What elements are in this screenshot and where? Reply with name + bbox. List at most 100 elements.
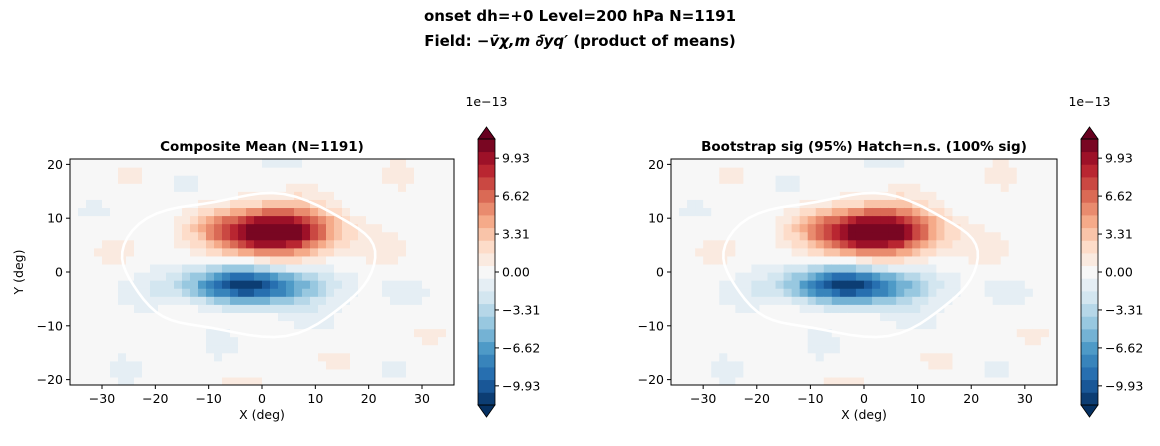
colorbar-tick-label: −9.93 [502, 378, 540, 393]
colorbar-tick-label: 3.31 [1105, 227, 1133, 242]
y-tick-label: −10 [37, 318, 63, 333]
colorbar-level [1081, 265, 1098, 279]
x-tick-label: 20 [361, 391, 377, 406]
significance-contour [722, 191, 980, 339]
x-tick-label: −30 [690, 391, 716, 406]
colorbar-exponent: 1e−13 [465, 94, 507, 109]
colorbar-tick-label: −3.31 [502, 302, 540, 317]
y-tick-label: 20 [648, 157, 664, 172]
colorbar-tick-label: 6.62 [1105, 189, 1133, 204]
colorbar-level [1081, 139, 1098, 153]
x-tick-label: −30 [89, 391, 115, 406]
x-tick-label: −20 [744, 391, 770, 406]
colorbar-level [478, 303, 495, 317]
colorbar-tick-label: 0.00 [1105, 265, 1133, 280]
colorbar-level [478, 227, 495, 241]
subtitle-prefix: Field: [424, 32, 477, 50]
x-axis-label: X (deg) [239, 407, 285, 422]
y-axis-label: Y (deg) [11, 250, 26, 296]
y-tick-label: −10 [638, 318, 664, 333]
y-tick-label: −20 [37, 372, 63, 387]
colorbar-tick-label: 9.93 [1105, 151, 1133, 166]
significance-contour [120, 191, 377, 339]
colorbar-level [478, 164, 495, 178]
colorbar-level [478, 329, 495, 343]
colorbar-level [1081, 354, 1098, 368]
colorbar-extend-min [1080, 404, 1099, 418]
x-tick-label: −10 [797, 391, 823, 406]
y-tick-label: 10 [648, 211, 664, 226]
heatmap-field [671, 159, 1057, 385]
colorbar-level [478, 151, 495, 165]
colorbar-level [1081, 253, 1098, 267]
colorbar-extend-max [477, 126, 496, 140]
colorbar-level [1081, 329, 1098, 343]
colorbar-level [478, 139, 495, 153]
colorbar-level [478, 367, 495, 381]
colorbar-tick-label: 9.93 [502, 151, 530, 166]
y-tick-label: 0 [55, 265, 63, 280]
x-axis-label: X (deg) [841, 407, 887, 422]
subtitle-field-expression: −v̄χ,m ∂̄yq′ [476, 32, 569, 50]
x-tick-label: 30 [1017, 391, 1033, 406]
colorbar-tick-label: 0.00 [502, 265, 530, 280]
colorbar-level [478, 215, 495, 229]
colorbar-tick-label: −3.31 [1105, 302, 1143, 317]
y-tick-label: 20 [47, 157, 63, 172]
colorbar-level [478, 253, 495, 267]
colorbar-level [478, 278, 495, 292]
colorbar-tick-label: 3.31 [502, 227, 530, 242]
panel-2: −30 −20 −10 0 10 20 30 −20 −10 0 10 20 Bootstrap sig… [638, 94, 1144, 422]
x-tick-label: 10 [910, 391, 926, 406]
panel-title: Composite Mean (N=1191) [160, 139, 364, 155]
subtitle-suffix: (product of means) [568, 32, 736, 50]
colorbar-level [478, 316, 495, 330]
colorbar-level [478, 202, 495, 216]
x-tick-label: 30 [414, 391, 430, 406]
colorbar-exponent: 1e−13 [1068, 94, 1110, 109]
colorbar-level [478, 379, 495, 393]
colorbar-level [1081, 202, 1098, 216]
x-tick-label: 10 [307, 391, 323, 406]
colorbar-tick-label: 6.62 [502, 189, 530, 204]
colorbar-level [1081, 303, 1098, 317]
colorbar-level [478, 265, 495, 279]
y-tick-label: 10 [47, 211, 63, 226]
colorbar-level [1081, 215, 1098, 229]
colorbar-level [1081, 278, 1098, 292]
x-tick-label: −20 [142, 391, 168, 406]
colorbar-level [478, 341, 495, 355]
colorbar-level [478, 189, 495, 203]
colorbar-level [1081, 392, 1098, 406]
figure-suptitle: onset dh=+0 Level=200 hPa N=1191 [423, 7, 737, 25]
x-tick-label: 0 [258, 391, 266, 406]
x-tick-label: −10 [195, 391, 221, 406]
figure-subtitle: Field: −v̄χ,m ∂̄yq′ (product of means) [0, 32, 1160, 50]
x-tick-label: 20 [963, 391, 979, 406]
colorbar-level [1081, 240, 1098, 254]
colorbar-level [478, 291, 495, 305]
colorbar-extend-max [1080, 126, 1099, 140]
colorbar-level [1081, 164, 1098, 178]
colorbar: 9.93 6.62 3.31 0.00 −3.31 −6.62 −9.93 1e−13 [465, 94, 540, 418]
colorbar-level [1081, 316, 1098, 330]
y-tick-label: −20 [638, 372, 664, 387]
colorbar-level [1081, 227, 1098, 241]
colorbar-level [1081, 151, 1098, 165]
colorbar-extend-min [477, 404, 496, 418]
colorbar-level [478, 177, 495, 191]
colorbar-level [1081, 341, 1098, 355]
colorbar-level [1081, 367, 1098, 381]
colorbar-level [1081, 189, 1098, 203]
heatmap-field [70, 159, 454, 385]
colorbar-level [478, 392, 495, 406]
colorbar: 9.93 6.62 3.31 0.00 −3.31 −6.62 −9.93 1e−13 [1068, 94, 1143, 418]
colorbar-tick-label: −9.93 [1105, 378, 1143, 393]
colorbar-tick-label: −6.62 [502, 340, 540, 355]
colorbar-level [1081, 177, 1098, 191]
x-tick-label: 0 [860, 391, 868, 406]
y-tick-label: 0 [656, 265, 664, 280]
colorbar-level [1081, 379, 1098, 393]
panel-1: −30 −20 −10 0 10 20 30 −20 −10 0 10 20 Composite Mea… [11, 94, 540, 422]
